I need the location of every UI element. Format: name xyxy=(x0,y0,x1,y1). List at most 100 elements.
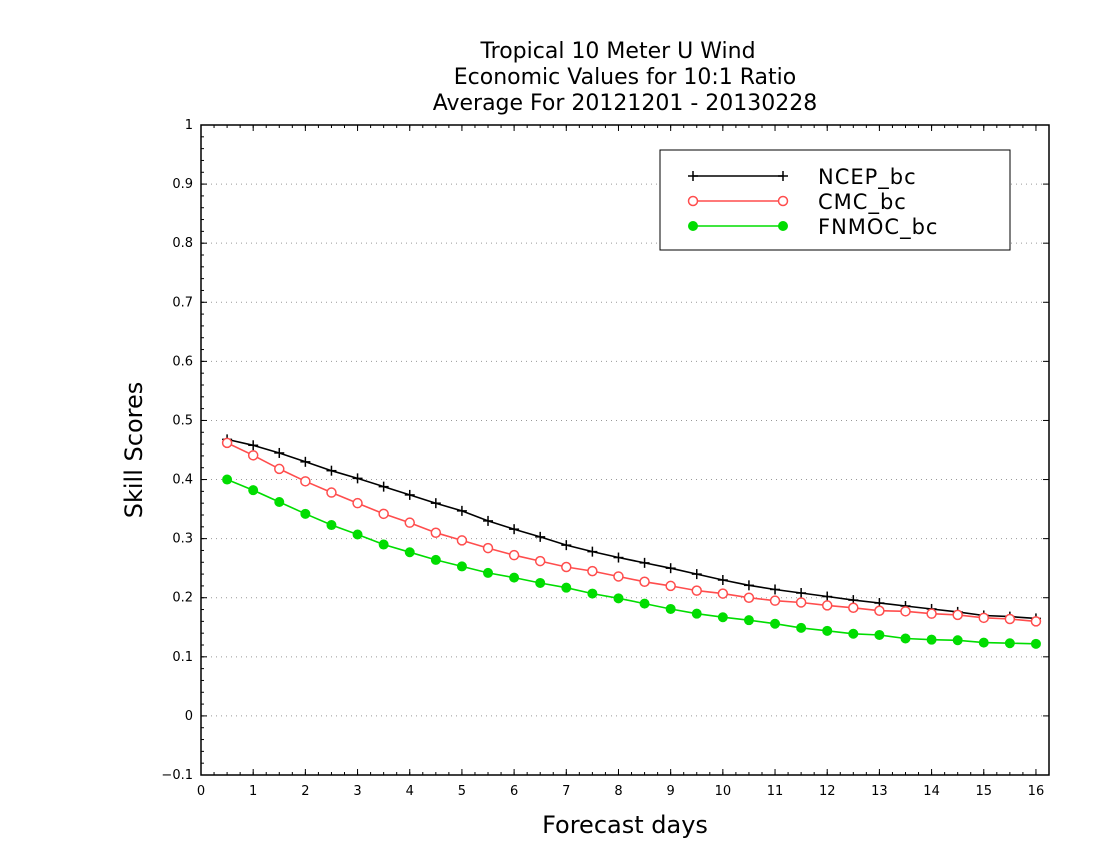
x-tick-label: 4 xyxy=(406,784,414,799)
open-circle-marker xyxy=(404,517,415,528)
x-tick-label: 9 xyxy=(667,784,675,799)
plus-marker xyxy=(778,171,788,181)
plus-marker xyxy=(613,552,624,563)
x-tick-label: 2 xyxy=(301,784,309,799)
y-tick-label: 0.6 xyxy=(172,354,193,369)
open-circle-marker xyxy=(821,600,833,611)
open-circle-marker xyxy=(352,497,363,509)
open-circle-marker xyxy=(777,195,789,207)
plus-marker xyxy=(274,447,285,458)
filled-circle-marker xyxy=(300,508,311,519)
legend-item-ncep-bc: NCEP_bc xyxy=(688,165,916,190)
x-tick-label: 12 xyxy=(819,784,836,799)
title-line-2: Economic Values for 10:1 Ratio xyxy=(454,65,796,90)
series-cmc-bc xyxy=(221,437,1042,627)
plus-marker xyxy=(326,465,337,476)
plus-marker xyxy=(717,575,728,585)
chart-title: Tropical 10 Meter U Wind Economic Values… xyxy=(433,39,818,116)
legend-label: FNMOC_bc xyxy=(818,215,938,240)
open-circle-marker xyxy=(534,555,546,567)
grid-lines xyxy=(201,183,1049,717)
filled-circle-marker xyxy=(822,625,833,636)
x-tick-label: 8 xyxy=(614,784,622,799)
filled-circle-marker xyxy=(430,554,441,565)
open-circle-marker xyxy=(587,565,598,577)
plus-marker xyxy=(300,456,311,467)
open-circle-marker xyxy=(300,476,311,487)
axis-ticks: −0.100.10.20.30.40.50.60.70.80.910 1 2 3 4 5 6… xyxy=(161,118,1050,799)
plus-marker xyxy=(796,588,807,598)
plus-marker xyxy=(430,498,441,509)
filled-circle-marker xyxy=(274,497,285,507)
filled-circle-marker xyxy=(509,572,520,583)
open-circle-marker xyxy=(717,588,729,599)
legend-label: CMC_bc xyxy=(818,190,907,215)
x-tick-label: 3 xyxy=(353,784,361,799)
x-tick-label: 15 xyxy=(975,784,992,799)
open-circle-marker xyxy=(1004,613,1016,625)
series-line-ncep-bc xyxy=(226,438,1037,620)
open-circle-marker xyxy=(926,608,937,619)
open-circle-marker xyxy=(665,580,676,592)
y-tick-label: 1 xyxy=(185,118,193,133)
filled-circle-marker xyxy=(613,593,624,604)
plus-marker xyxy=(587,546,598,557)
filled-circle-marker xyxy=(456,561,467,572)
filled-circle-marker xyxy=(561,582,572,593)
open-circle-marker xyxy=(795,597,807,608)
y-tick-label: 0.1 xyxy=(172,650,193,665)
plus-marker xyxy=(665,563,676,574)
plus-marker xyxy=(248,440,259,451)
filled-circle-marker xyxy=(770,618,781,629)
y-axis-label: Skill Scores xyxy=(120,382,148,519)
filled-circle-marker xyxy=(404,547,415,558)
plus-marker xyxy=(822,591,833,602)
y-tick-label: 0.7 xyxy=(172,295,193,310)
plus-marker xyxy=(639,557,650,568)
x-tick-label: 7 xyxy=(562,784,570,799)
plus-marker xyxy=(483,515,494,526)
x-tick-label: 1 xyxy=(249,784,257,799)
y-tick-label: 0.5 xyxy=(172,413,193,428)
filled-circle-marker xyxy=(978,637,989,648)
filled-circle-marker xyxy=(326,520,337,531)
y-tick-label: 0 xyxy=(185,709,193,724)
series-fnmoc-bc xyxy=(222,474,1041,649)
x-axis-label: Forecast days xyxy=(542,811,708,839)
y-tick-label: −0.1 xyxy=(161,768,193,783)
filled-circle-marker xyxy=(874,629,885,640)
open-circle-marker xyxy=(743,592,755,603)
open-circle-marker xyxy=(247,450,259,461)
x-tick-label: 14 xyxy=(923,784,940,799)
filled-circle-marker xyxy=(483,567,494,578)
open-circle-marker xyxy=(430,527,442,538)
legend-box xyxy=(659,149,1011,251)
open-circle-marker xyxy=(769,595,781,606)
y-tick-label: 0.2 xyxy=(172,591,193,606)
open-circle-marker xyxy=(687,195,699,207)
open-circle-marker xyxy=(848,602,859,614)
filled-circle-marker xyxy=(688,221,698,231)
open-circle-marker xyxy=(274,463,285,475)
legend-item-fnmoc-bc: FNMOC_bc xyxy=(688,215,938,240)
plot-area xyxy=(200,124,1050,776)
y-tick-label: 0.9 xyxy=(172,177,193,192)
y-tick-label: 0.3 xyxy=(172,532,193,547)
open-circle-marker xyxy=(639,576,650,588)
x-tick-label: 16 xyxy=(1028,784,1045,799)
filled-circle-marker xyxy=(717,612,728,623)
open-circle-marker xyxy=(900,606,911,617)
open-circle-marker xyxy=(456,535,468,546)
open-circle-marker xyxy=(508,549,520,561)
open-circle-marker xyxy=(221,437,233,449)
x-tick-label: 10 xyxy=(715,784,732,799)
filled-circle-marker xyxy=(1030,638,1041,649)
plus-marker xyxy=(456,505,467,516)
x-tick-label: 0 xyxy=(197,784,205,799)
x-tick-label: 11 xyxy=(767,784,784,799)
open-circle-marker xyxy=(326,487,337,498)
series-layer xyxy=(221,434,1042,649)
open-circle-marker xyxy=(874,605,885,616)
